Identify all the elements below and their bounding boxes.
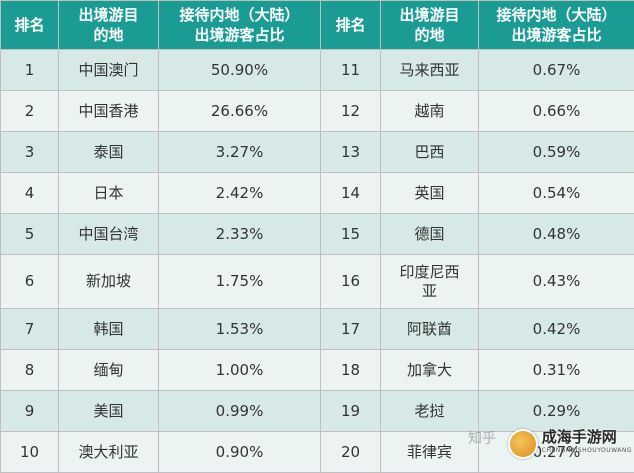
share-cell: 0.48% — [479, 214, 634, 255]
rank-cell: 1 — [1, 50, 59, 91]
header-share-line1: 接待内地（大陆） — [479, 5, 634, 25]
logo-subtitle: CHENGHAISHOUYOUWANG — [542, 444, 632, 458]
destination-cell: 缅甸 — [59, 350, 159, 391]
share-cell: 0.31% — [479, 350, 634, 391]
destination-cell: 印度尼西亚 — [381, 255, 479, 309]
share-cell: 3.27% — [159, 132, 321, 173]
destination-cell: 德国 — [381, 214, 479, 255]
share-cell: 1.75% — [159, 255, 321, 309]
rank-cell: 2 — [1, 91, 59, 132]
rank-cell: 16 — [321, 255, 381, 309]
header-share-right: 接待内地（大陆） 出境游客占比 — [479, 1, 634, 50]
rank-cell: 9 — [1, 391, 59, 432]
table-row: 6 新加坡 1.75% 16 印度尼西亚 0.43% — [1, 255, 634, 309]
share-cell: 2.33% — [159, 214, 321, 255]
destination-cell: 中国香港 — [59, 91, 159, 132]
destination-cell: 越南 — [381, 91, 479, 132]
rank-cell: 19 — [321, 391, 381, 432]
share-cell: 0.99% — [159, 391, 321, 432]
logo-icon — [508, 429, 538, 459]
destination-cell: 英国 — [381, 173, 479, 214]
share-cell: 26.66% — [159, 91, 321, 132]
header-destination-line1: 出境游目 — [381, 5, 478, 25]
destination-cell: 中国澳门 — [59, 50, 159, 91]
header-row: 排名 出境游目 的地 接待内地（大陆） 出境游客占比 排名 出境游目 的地 接待… — [1, 1, 634, 50]
destination-cell: 澳大利亚 — [59, 432, 159, 473]
header-destination-line2: 的地 — [59, 25, 158, 45]
header-share-line2: 出境游客占比 — [159, 25, 320, 45]
rank-cell: 20 — [321, 432, 381, 473]
rank-cell: 10 — [1, 432, 59, 473]
rank-cell: 17 — [321, 309, 381, 350]
rank-cell: 11 — [321, 50, 381, 91]
rank-cell: 12 — [321, 91, 381, 132]
destination-cell: 老挝 — [381, 391, 479, 432]
table-row: 8 缅甸 1.00% 18 加拿大 0.31% — [1, 350, 634, 391]
header-destination-right: 出境游目 的地 — [381, 1, 479, 50]
share-cell: 0.66% — [479, 91, 634, 132]
table-row: 3 泰国 3.27% 13 巴西 0.59% — [1, 132, 634, 173]
share-cell: 0.54% — [479, 173, 634, 214]
destination-cell: 中国台湾 — [59, 214, 159, 255]
share-cell: 0.90% — [159, 432, 321, 473]
rank-cell: 13 — [321, 132, 381, 173]
destination-cell: 新加坡 — [59, 255, 159, 309]
site-logo-watermark: 成海手游网 CHENGHAISHOUYOUWANG — [508, 426, 632, 462]
share-cell: 0.59% — [479, 132, 634, 173]
rank-cell: 7 — [1, 309, 59, 350]
header-rank-left: 排名 — [1, 1, 59, 50]
destination-cell: 泰国 — [59, 132, 159, 173]
rank-cell: 18 — [321, 350, 381, 391]
logo-name: 成海手游网 — [542, 430, 632, 444]
share-cell: 50.90% — [159, 50, 321, 91]
destination-cell: 阿联酋 — [381, 309, 479, 350]
destination-cell: 美国 — [59, 391, 159, 432]
table-row: 5 中国台湾 2.33% 15 德国 0.48% — [1, 214, 634, 255]
header-share-left: 接待内地（大陆） 出境游客占比 — [159, 1, 321, 50]
share-cell: 1.00% — [159, 350, 321, 391]
header-destination-left: 出境游目 的地 — [59, 1, 159, 50]
destination-cell: 巴西 — [381, 132, 479, 173]
header-share-line1: 接待内地（大陆） — [159, 5, 320, 25]
share-cell: 0.67% — [479, 50, 634, 91]
table-row: 7 韩国 1.53% 17 阿联酋 0.42% — [1, 309, 634, 350]
destination-cell: 日本 — [59, 173, 159, 214]
table-row: 2 中国香港 26.66% 12 越南 0.66% — [1, 91, 634, 132]
share-cell: 2.42% — [159, 173, 321, 214]
share-cell: 0.43% — [479, 255, 634, 309]
rank-cell: 14 — [321, 173, 381, 214]
rank-cell: 6 — [1, 255, 59, 309]
zhihu-watermark: 知乎 — [468, 428, 496, 448]
header-rank-right: 排名 — [321, 1, 381, 50]
rank-cell: 5 — [1, 214, 59, 255]
destination-cell: 韩国 — [59, 309, 159, 350]
destination-cell: 加拿大 — [381, 350, 479, 391]
share-cell: 1.53% — [159, 309, 321, 350]
rank-cell: 8 — [1, 350, 59, 391]
header-destination-line2: 的地 — [381, 25, 478, 45]
destination-cell: 菲律宾 — [381, 432, 479, 473]
table-row: 1 中国澳门 50.90% 11 马来西亚 0.67% — [1, 50, 634, 91]
header-share-line2: 出境游客占比 — [479, 25, 634, 45]
header-destination-line1: 出境游目 — [59, 5, 158, 25]
rank-cell: 15 — [321, 214, 381, 255]
share-cell: 0.42% — [479, 309, 634, 350]
rank-cell: 4 — [1, 173, 59, 214]
destination-cell: 马来西亚 — [381, 50, 479, 91]
table-row: 4 日本 2.42% 14 英国 0.54% — [1, 173, 634, 214]
rank-cell: 3 — [1, 132, 59, 173]
